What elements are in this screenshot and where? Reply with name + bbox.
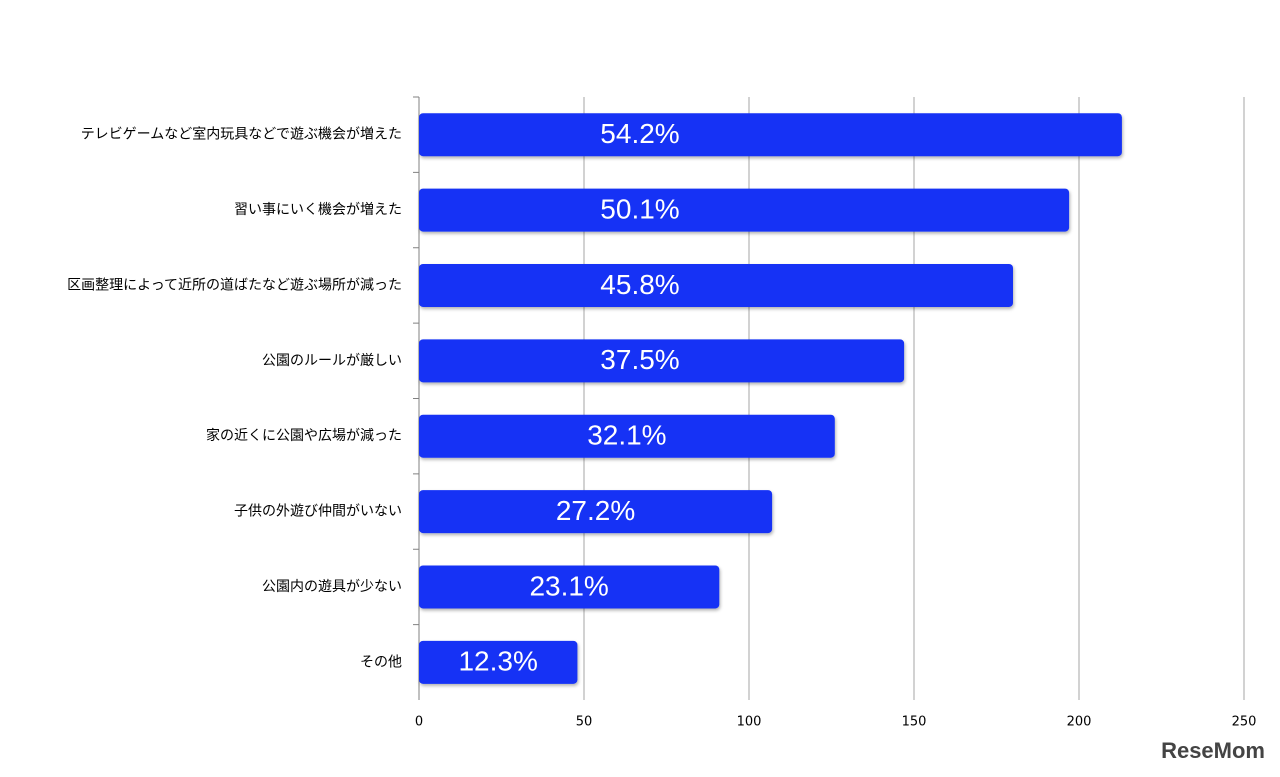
data-label: 54.2% <box>600 118 679 149</box>
y-tick-label: 子供の外遊び仲間がいない <box>234 504 402 520</box>
bar <box>419 113 1122 157</box>
data-label: 32.1% <box>587 420 666 451</box>
x-tick-label: 100 <box>737 715 762 730</box>
x-tick-label: 50 <box>576 715 593 730</box>
y-tick-label: 公園のルールが厳しい <box>262 353 402 369</box>
bar <box>419 490 773 534</box>
y-tick-label: その他 <box>360 654 402 670</box>
y-tick-label: テレビゲームなど室内玩具などで遊ぶ機会が増えた <box>81 126 402 143</box>
bar <box>419 339 905 383</box>
bar <box>419 640 578 684</box>
data-label: 37.5% <box>600 344 679 375</box>
data-label: 12.3% <box>458 646 537 677</box>
data-label: 45.8% <box>600 269 679 300</box>
data-label: 23.1% <box>529 570 608 601</box>
y-tick-label: 区画整理によって近所の道ばたなど遊ぶ場所が減った <box>67 276 402 293</box>
y-tick-label: 家の近くに公園や広場が減った <box>206 427 402 444</box>
bar <box>419 565 720 609</box>
y-tick-label: 習い事にいく機会が増えた <box>234 202 402 218</box>
data-label: 27.2% <box>556 495 635 526</box>
bar <box>419 188 1070 232</box>
watermark: ReseMom <box>1161 738 1265 763</box>
x-tick-label: 150 <box>902 715 927 730</box>
data-label: 50.1% <box>600 193 679 224</box>
bar <box>419 414 835 458</box>
bar <box>419 263 1013 307</box>
x-tick-label: 0 <box>415 715 423 730</box>
y-tick-label: 公園内の遊具が少ない <box>262 579 402 595</box>
x-tick-label: 200 <box>1067 715 1092 730</box>
x-tick-label: 250 <box>1232 715 1257 730</box>
